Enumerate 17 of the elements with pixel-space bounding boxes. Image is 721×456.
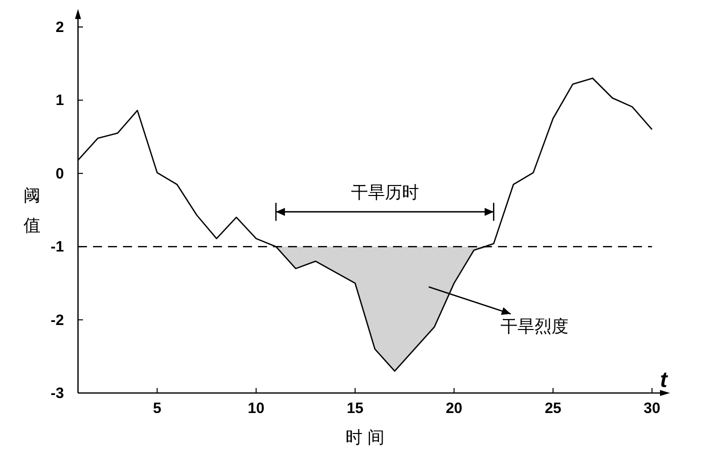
x-tick-label: 10 — [248, 400, 264, 417]
y-tick-label: 0 — [56, 165, 64, 182]
x-tick-label: 20 — [446, 400, 462, 417]
x-tick-label: 25 — [544, 400, 562, 417]
x-tick-label: 5 — [153, 400, 162, 417]
y-tick-label: 2 — [56, 19, 64, 36]
x-axis-title: 时 间 — [346, 428, 384, 447]
x-tick-label: 15 — [346, 400, 364, 417]
x-tick-label: 30 — [644, 400, 660, 417]
y-axis-title: 阈值 — [24, 186, 40, 235]
text: t — [660, 367, 669, 392]
annotation: 干旱烈度 — [500, 316, 569, 336]
y-tick-label: -3 — [50, 385, 64, 402]
annotation: 干旱历时 — [350, 182, 419, 202]
y-tick-label: 1 — [56, 92, 64, 110]
y-tick-label: -1 — [50, 238, 64, 256]
y-tick-label: -2 — [50, 312, 64, 329]
